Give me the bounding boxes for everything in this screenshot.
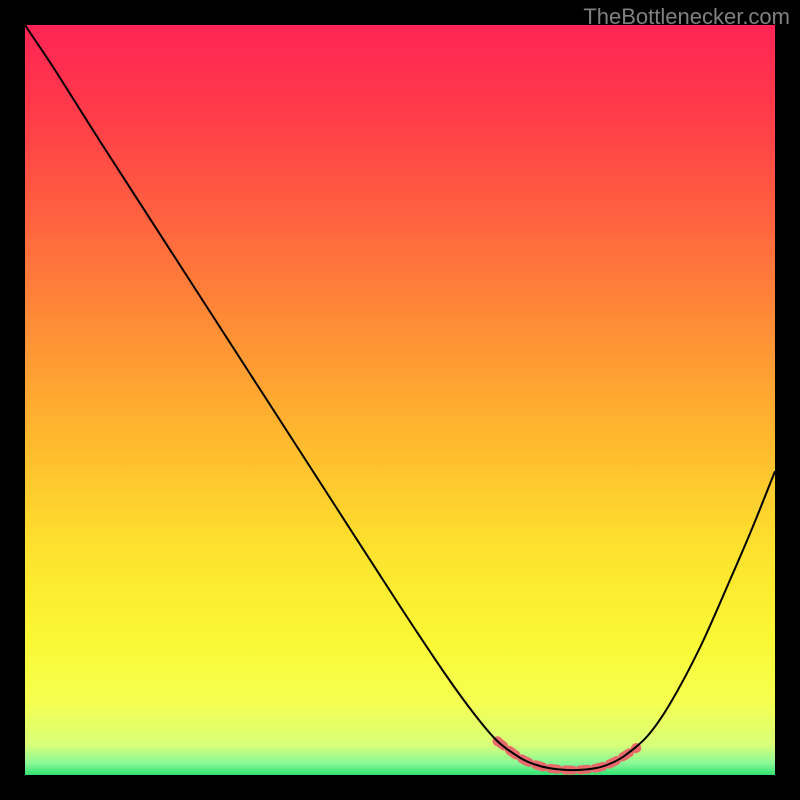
chart-plot-area: [25, 25, 775, 775]
chart-background-gradient: [25, 25, 775, 775]
watermark-text: TheBottlenecker.com: [583, 4, 790, 30]
